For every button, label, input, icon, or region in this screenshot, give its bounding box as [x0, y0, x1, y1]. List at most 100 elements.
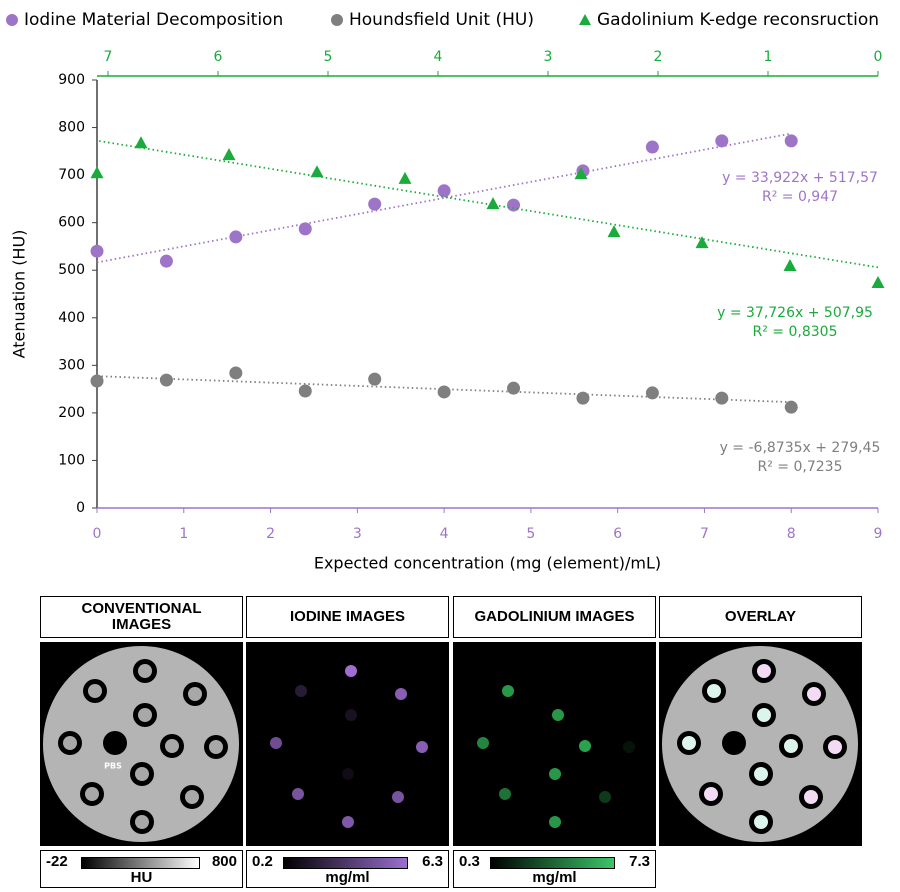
trendline-label: y = 37,726x + 507,95 [717, 305, 873, 321]
y-tick-label: 0 [76, 500, 85, 516]
data-point [437, 184, 451, 198]
x-tick-label: 3 [353, 526, 362, 542]
data-point [784, 134, 798, 148]
trendline-label: R² = 0,947 [762, 189, 838, 205]
insert-signal [270, 737, 282, 749]
data-point [229, 366, 243, 380]
y-tick-label: 700 [58, 167, 85, 183]
data-point [437, 385, 451, 399]
x2-tick-label: 1 [764, 49, 773, 65]
x2-tick-label: 5 [324, 49, 333, 65]
y-tick-label: 600 [58, 215, 85, 231]
data-point [368, 372, 382, 386]
panel-title: CONVENTIONAL IMAGES [81, 600, 202, 633]
image-panel: OVERLAY [659, 596, 862, 888]
insert-core [135, 767, 149, 781]
data-point [871, 276, 885, 289]
legend-label: Iodine Material Decomposition [24, 10, 283, 30]
phantom: PBS [43, 646, 239, 842]
insert-signal [502, 685, 514, 697]
data-point [90, 166, 104, 179]
x2-tick-label: 6 [214, 49, 223, 65]
data-point [134, 136, 148, 149]
insert-core [209, 740, 223, 754]
legend-label: Houndsfield Unit (HU) [349, 10, 534, 30]
data-point [507, 381, 521, 395]
trendline-label: y = -6,8735x + 279,45 [720, 440, 881, 456]
x2-tick-label: 3 [544, 49, 553, 65]
insert-core [138, 664, 152, 678]
trendline-label: R² = 0,7235 [758, 459, 843, 475]
x2-tick-label: 7 [104, 49, 113, 65]
panel-header: CONVENTIONAL IMAGES [40, 596, 243, 638]
x-axis-label: Expected concentration (mg (element)/mL) [314, 554, 661, 573]
panel-header: IODINE IMAGES [246, 596, 449, 638]
x-tick-label: 7 [700, 526, 709, 542]
panel-title: GADOLINIUM IMAGES [474, 608, 635, 625]
chart: 0 100 200 300 400 500 600 700 800 900 0 1 2 3 4 5 6 7 8 9 7 6… [6, 10, 885, 573]
colorbar-max: 800 [211, 853, 237, 870]
colorbar-max: 6.3 [422, 853, 443, 870]
image-panel: GADOLINIUM IMAGES 0.3 7.3 mg/ml [453, 596, 656, 888]
insert-core [165, 739, 179, 753]
x2-tick-label: 0 [874, 49, 883, 65]
x-tick-label: 2 [266, 526, 275, 542]
pbs-insert [103, 731, 127, 755]
x2-tick-label: 4 [434, 49, 443, 65]
insert-core [704, 787, 718, 801]
insert-core [85, 787, 99, 801]
insert-signal [392, 791, 404, 803]
data-point [695, 236, 709, 249]
data-point [607, 225, 621, 238]
data-point [310, 165, 324, 178]
insert-core [784, 739, 798, 753]
image-panel: CONVENTIONAL IMAGES PBS -22 800 HU [40, 596, 243, 888]
y-tick-label: 500 [58, 262, 85, 278]
legend-marker [579, 14, 591, 25]
phantom-image [453, 642, 656, 846]
phantom-image [659, 642, 862, 846]
data-point [645, 140, 659, 154]
data-point [159, 373, 173, 387]
image-panel: IODINE IMAGES 0.2 6.3 mg/ml [246, 596, 449, 888]
insert-core [138, 708, 152, 722]
insert-core [185, 790, 199, 804]
insert-signal [579, 740, 591, 752]
y-tick-label: 100 [58, 452, 85, 468]
trendline-label: y = 33,922x + 517,57 [722, 170, 878, 186]
data-point [90, 244, 104, 258]
data-point [715, 391, 729, 405]
legend-label: Gadolinium K-edge reconsruction [597, 10, 879, 30]
legend-marker [331, 14, 343, 26]
insert-core [828, 740, 842, 754]
phantom-image [246, 642, 449, 846]
data-point [783, 258, 797, 271]
colorbar-min: 0.2 [252, 853, 273, 870]
colorbar-min: 0.3 [459, 853, 480, 870]
insert-core [804, 790, 818, 804]
data-point [574, 167, 588, 180]
insert-signal [549, 768, 561, 780]
insert-signal [477, 737, 489, 749]
data-point [298, 222, 312, 236]
colorbar: 0.2 6.3 mg/ml [246, 850, 449, 888]
insert-core [807, 687, 821, 701]
trendline [96, 139, 879, 269]
phantom [477, 685, 635, 828]
data-point [159, 254, 173, 268]
data-point [507, 198, 521, 212]
insert-signal [345, 665, 357, 677]
insert-core [88, 684, 102, 698]
legend-marker [6, 14, 18, 26]
data-point [576, 391, 590, 405]
trendline [96, 132, 792, 264]
data-point [368, 197, 382, 211]
insert-core [63, 736, 77, 750]
y-tick-label: 900 [58, 72, 85, 88]
colorbar-gradient [81, 857, 200, 869]
insert-core [754, 815, 768, 829]
y-tick-label: 800 [58, 120, 85, 136]
colorbar-unit: HU [130, 869, 153, 886]
y-tick-label: 400 [58, 310, 85, 326]
